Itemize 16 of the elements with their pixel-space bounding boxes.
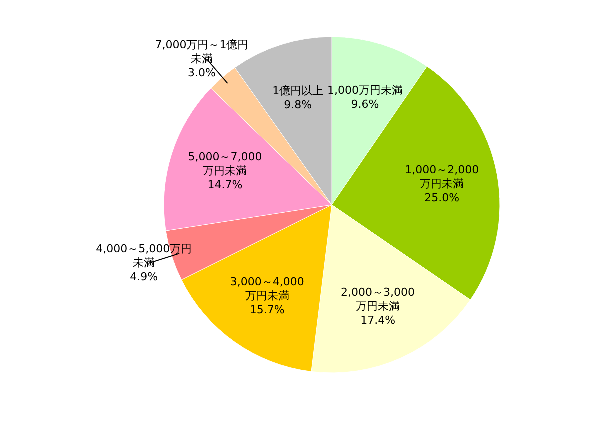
slice-label: 1,000～2,000万円未満 — [405, 164, 480, 191]
slice-label: 4,000～5,000万円未満 — [96, 242, 192, 270]
slice-label: 1億円以上 — [272, 84, 324, 98]
data-label: 17.4% — [360, 314, 396, 328]
data-label: 9.8% — [284, 98, 312, 112]
slice-label: 7,000万円～1億円未満 — [155, 38, 249, 66]
data-label: 3.0% — [188, 66, 216, 80]
data-label: 14.7% — [208, 178, 243, 192]
data-label: 25.0% — [424, 192, 460, 205]
slice-label: 3,000～4,000万円未満 — [230, 275, 304, 302]
slice-label: 1,000万円未満 — [327, 84, 403, 98]
slice-label: 2,000～3,000万円未満 — [341, 286, 416, 314]
data-label: 9.6% — [351, 98, 380, 112]
data-label: 15.7% — [250, 303, 285, 316]
data-label: 4.9% — [130, 270, 158, 284]
slice-label: 5,000～7,000万円未満 — [188, 150, 262, 178]
